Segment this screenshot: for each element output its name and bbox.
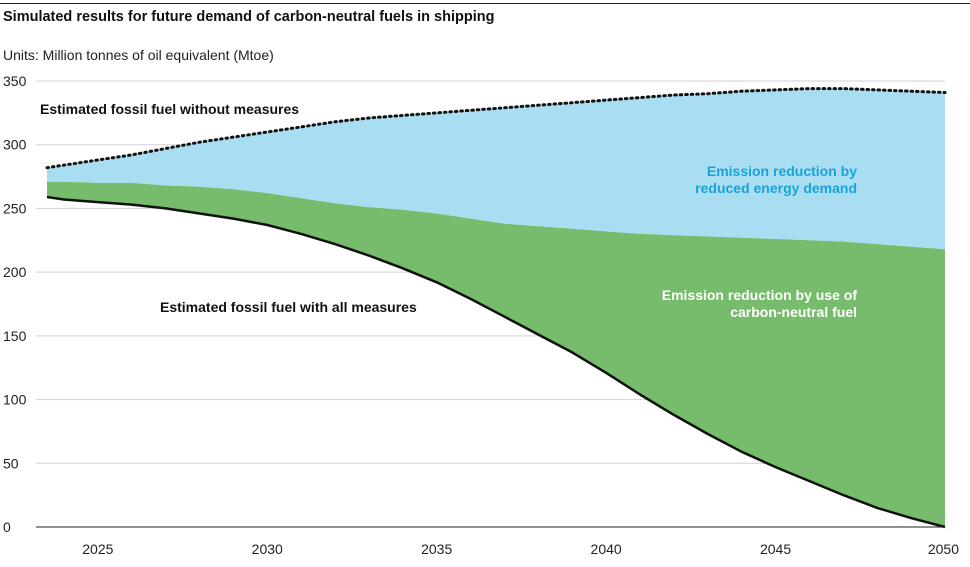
annotation-carbon-neutral-fuel: carbon-neutral fuel — [730, 304, 857, 320]
y-tick-label: 350 — [3, 73, 27, 89]
x-tick-label: 2040 — [591, 541, 622, 557]
x-tick-label: 2050 — [928, 541, 959, 557]
area-layer — [47, 88, 945, 527]
y-tick-label: 100 — [3, 392, 27, 408]
area-reduced-energy-demand — [47, 88, 945, 250]
line-without-measures — [45, 87, 947, 170]
x-tick-label: 2035 — [421, 541, 452, 557]
y-tick-label: 250 — [3, 200, 27, 216]
y-tick-label: 200 — [3, 264, 27, 280]
y-tick-label: 150 — [3, 328, 27, 344]
chart-title: Simulated results for future demand of c… — [3, 9, 495, 25]
annotation-reduced-energy-demand: reduced energy demand — [695, 180, 857, 196]
x-tick-label: 2030 — [252, 541, 283, 557]
axis-layer: 0 50 100 150 200 250 300 350 2025 2030 2035 2040 204… — [3, 73, 959, 557]
x-tick-label: 2025 — [82, 541, 113, 557]
line-layer — [45, 87, 947, 529]
annotation-reduced-energy-demand: Emission reduction by — [707, 163, 857, 179]
annotation-with-all-measures: Estimated fossil fuel with all measures — [160, 299, 417, 315]
annotation-layer: Estimated fossil fuel without measures Es… — [40, 101, 857, 320]
annotation-without-measures: Estimated fossil fuel without measures — [40, 101, 299, 117]
top-rule — [0, 3, 970, 4]
annotation-carbon-neutral-fuel: Emission reduction by use of — [662, 287, 858, 303]
chart-units-label: Units: Million tonnes of oil equivalent … — [3, 47, 274, 63]
area-carbon-neutral-fuel — [47, 181, 945, 527]
y-tick-label: 300 — [3, 137, 27, 153]
y-tick-label: 0 — [3, 519, 11, 535]
y-tick-label: 50 — [3, 455, 19, 471]
x-tick-label: 2045 — [760, 541, 791, 557]
line-with-all-measures — [46, 195, 946, 529]
